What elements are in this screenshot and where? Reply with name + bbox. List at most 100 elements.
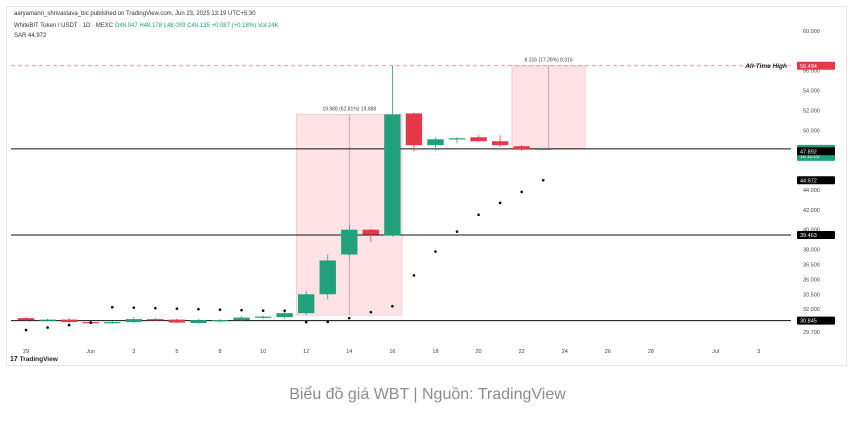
y-tick-label: 33.500 <box>803 292 820 298</box>
x-tick-label: 14 <box>346 349 352 355</box>
sar-dot <box>520 190 523 194</box>
sar-dot <box>412 274 416 277</box>
sar-dot <box>391 304 394 308</box>
sar-dot <box>283 309 286 312</box>
x-tick-label: 18 <box>432 349 438 355</box>
candle-body <box>17 318 35 321</box>
sar-dot <box>498 201 502 205</box>
candle-body <box>298 294 315 314</box>
sar-dot <box>240 308 243 312</box>
y-tick-label: 40.000 <box>803 228 820 234</box>
x-tick-label: 24 <box>562 349 568 355</box>
price-countdown: 16:10:03 <box>800 154 820 160</box>
y-tick-label: 35.000 <box>803 277 820 283</box>
y-tick-label: 29.700 <box>803 330 820 336</box>
candle-body <box>39 319 56 321</box>
tv-logo-icon: 17 <box>10 356 18 363</box>
y-tick-label: 36.500 <box>803 262 820 268</box>
sar-dot <box>369 310 373 314</box>
symbol-line: WhiteBIT Token / USDT · 1D · MEXC O48.04… <box>14 23 279 29</box>
sar-dot <box>455 230 459 233</box>
candle-body <box>254 316 272 318</box>
ath-text: All-Time High <box>744 63 787 70</box>
price-chart[interactable]: 19.988 (62.81%) 19,988 8.316 (17.26%) 8,3… <box>7 7 848 367</box>
candle-body <box>513 146 530 150</box>
y-tick-label: 60.000 <box>803 29 820 35</box>
symbol-name[interactable]: WhiteBIT Token / USDT · 1D · MEXC <box>14 23 114 29</box>
sar-dot <box>477 213 480 217</box>
tradingview-logo[interactable]: 17 TradingView <box>10 356 58 363</box>
sar-dot <box>132 306 136 309</box>
candle-body <box>276 313 293 318</box>
candle-body <box>104 322 121 324</box>
x-tick-label: 10 <box>260 349 266 355</box>
candle-body <box>535 148 552 151</box>
candle-body <box>362 229 380 235</box>
candle-body <box>384 114 401 236</box>
price-label-box <box>797 176 835 185</box>
candle-body <box>147 319 164 321</box>
x-tick-label: 3 <box>132 349 135 355</box>
x-tick-label: Jul <box>712 349 719 355</box>
sar-dot <box>304 320 308 324</box>
sar-dot <box>67 323 71 327</box>
sar-dot <box>218 308 222 311</box>
x-tick-label: Jun <box>86 349 95 355</box>
price-label-box <box>797 316 835 325</box>
sar-dot <box>110 305 114 309</box>
price-label-box <box>797 231 835 240</box>
candle-body <box>491 141 509 146</box>
x-tick-label: 5 <box>175 349 178 355</box>
candle-body <box>470 137 487 142</box>
x-tick-label: 26 <box>605 349 611 355</box>
publisher-line: aaryamann_shrivastava_bic published on T… <box>14 11 256 17</box>
candle-body <box>427 139 444 146</box>
y-tick-label: 56.000 <box>803 69 820 75</box>
y-tick-label: 50.000 <box>803 128 820 134</box>
sar-dot <box>89 321 93 324</box>
ohlc-values: O48.047 H48.178 L48.009 C48.135 +0.087 (… <box>114 23 257 29</box>
price-label: 44.972 <box>800 178 817 184</box>
volume-value: Vol 24K <box>257 23 279 29</box>
sar-dot <box>347 316 351 320</box>
x-tick-label: 3 <box>757 349 760 355</box>
x-tick-label: 22 <box>519 349 525 355</box>
sar-dot <box>261 309 265 312</box>
y-tick-label: 42.000 <box>803 208 820 214</box>
candle-body <box>233 317 250 321</box>
candle-body <box>448 138 466 140</box>
price-label: 47.892 <box>800 149 817 155</box>
range-label: 8.316 (17.26%) 8,316 <box>525 58 573 64</box>
x-tick-label: 12 <box>303 349 309 355</box>
candle-body <box>125 319 143 323</box>
x-tick-label: 29 <box>23 349 29 355</box>
candle-body <box>211 320 229 322</box>
x-tick-label: 28 <box>648 349 654 355</box>
y-tick-label: 38.000 <box>803 248 820 254</box>
y-tick-label: 32.000 <box>803 307 820 313</box>
y-tick-label: 44.000 <box>803 188 820 194</box>
sar-dot <box>197 307 200 311</box>
sar-legend[interactable]: SAR 44.972 <box>14 33 47 39</box>
price-label-box <box>797 147 835 156</box>
ath-price-label: 56.494 <box>800 64 817 70</box>
sar-dot <box>175 307 179 310</box>
sar-dot <box>434 250 437 253</box>
x-tick-label: 8 <box>218 349 221 355</box>
x-tick-label: 16 <box>389 349 395 355</box>
sar-dot <box>154 306 157 310</box>
sar-dot <box>326 320 330 324</box>
candle-body <box>168 319 186 323</box>
candle-body <box>60 319 78 323</box>
y-tick-label: 54.000 <box>803 89 820 95</box>
tv-logo-text: TradingView <box>19 356 58 363</box>
ath-label-box <box>797 61 835 70</box>
sar-dot <box>541 178 545 182</box>
sar-dot <box>24 328 28 332</box>
x-tick-label: 20 <box>476 349 482 355</box>
candle-body <box>190 320 207 324</box>
price-label: 30.845 <box>800 319 817 325</box>
range-label: 19.988 (62.81%) 19,988 <box>322 106 376 112</box>
chart-frame: 19.988 (62.81%) 19,988 8.316 (17.26%) 8,3… <box>6 6 847 366</box>
candle-body <box>319 260 336 295</box>
